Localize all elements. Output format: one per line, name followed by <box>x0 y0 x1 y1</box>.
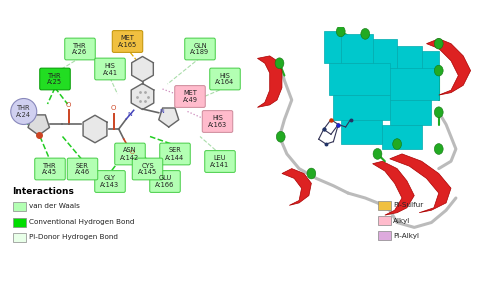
Ellipse shape <box>275 58 284 69</box>
Polygon shape <box>426 39 470 95</box>
Text: Interactions: Interactions <box>12 187 74 196</box>
FancyBboxPatch shape <box>378 216 391 225</box>
FancyBboxPatch shape <box>175 86 206 107</box>
Polygon shape <box>258 56 282 107</box>
Text: Alkyl: Alkyl <box>394 218 410 224</box>
Text: HIS
A:163: HIS A:163 <box>208 115 227 128</box>
Text: ASN
A:142: ASN A:142 <box>120 148 140 161</box>
Polygon shape <box>341 119 382 144</box>
Ellipse shape <box>336 26 345 37</box>
FancyBboxPatch shape <box>202 111 233 132</box>
Polygon shape <box>372 161 414 215</box>
Text: Pi-Donor Hydrogen Bond: Pi-Donor Hydrogen Bond <box>29 235 118 240</box>
Text: O: O <box>130 150 134 155</box>
Polygon shape <box>282 169 312 205</box>
Polygon shape <box>372 39 397 68</box>
Ellipse shape <box>307 168 316 179</box>
Polygon shape <box>390 154 451 213</box>
Polygon shape <box>132 57 154 81</box>
Text: GLY
A:143: GLY A:143 <box>100 175 119 188</box>
Text: van der Waals: van der Waals <box>29 204 80 209</box>
FancyBboxPatch shape <box>67 158 98 180</box>
Text: SER
A:144: SER A:144 <box>166 148 184 161</box>
Ellipse shape <box>434 107 443 118</box>
FancyBboxPatch shape <box>95 58 126 80</box>
Polygon shape <box>397 46 421 71</box>
Text: MET
A:165: MET A:165 <box>118 35 137 48</box>
FancyBboxPatch shape <box>132 158 163 180</box>
Ellipse shape <box>392 139 402 150</box>
FancyBboxPatch shape <box>378 231 391 240</box>
Text: THR
A:26: THR A:26 <box>72 43 88 55</box>
FancyBboxPatch shape <box>12 233 26 242</box>
FancyBboxPatch shape <box>112 31 143 52</box>
Text: GLU
A:166: GLU A:166 <box>156 175 174 188</box>
FancyBboxPatch shape <box>205 150 235 172</box>
Polygon shape <box>324 31 341 63</box>
Text: O: O <box>111 105 116 111</box>
FancyBboxPatch shape <box>40 68 70 90</box>
Text: LEU
A:141: LEU A:141 <box>210 155 230 168</box>
FancyBboxPatch shape <box>12 218 26 226</box>
Ellipse shape <box>434 38 443 49</box>
Text: SER
A:46: SER A:46 <box>75 162 90 176</box>
Text: GLN
A:189: GLN A:189 <box>190 43 210 55</box>
Text: THR
A:24: THR A:24 <box>16 105 32 118</box>
Polygon shape <box>422 51 439 75</box>
Text: THR
A:45: THR A:45 <box>42 162 58 176</box>
FancyBboxPatch shape <box>35 158 65 180</box>
Text: THR
A:25: THR A:25 <box>48 72 62 86</box>
FancyBboxPatch shape <box>150 171 180 193</box>
Polygon shape <box>159 108 178 127</box>
FancyBboxPatch shape <box>95 171 126 193</box>
Text: N: N <box>159 109 164 114</box>
FancyBboxPatch shape <box>210 68 240 90</box>
Text: N: N <box>128 112 132 117</box>
Ellipse shape <box>276 131 285 142</box>
Text: HIS
A:164: HIS A:164 <box>216 72 234 86</box>
Polygon shape <box>28 115 50 135</box>
Text: HIS
A:41: HIS A:41 <box>102 63 118 75</box>
Text: Conventional Hydrogen Bond: Conventional Hydrogen Bond <box>29 219 135 225</box>
FancyBboxPatch shape <box>160 143 190 165</box>
FancyBboxPatch shape <box>115 143 146 165</box>
Polygon shape <box>390 100 432 125</box>
Polygon shape <box>131 83 154 109</box>
Circle shape <box>11 99 37 125</box>
Text: Pi-Sulfur: Pi-Sulfur <box>394 202 424 208</box>
Ellipse shape <box>373 148 382 159</box>
FancyBboxPatch shape <box>185 38 215 60</box>
Ellipse shape <box>434 144 443 154</box>
Ellipse shape <box>434 65 443 76</box>
FancyBboxPatch shape <box>12 202 26 211</box>
FancyBboxPatch shape <box>65 38 96 60</box>
FancyBboxPatch shape <box>378 201 391 210</box>
Polygon shape <box>328 63 390 95</box>
Text: CYS
A:145: CYS A:145 <box>138 162 157 176</box>
Polygon shape <box>341 34 372 63</box>
Polygon shape <box>390 68 439 100</box>
Polygon shape <box>334 95 390 119</box>
Text: MET
A:49: MET A:49 <box>182 90 198 103</box>
Text: O: O <box>66 102 71 108</box>
Text: Pi-Alkyl: Pi-Alkyl <box>394 233 419 239</box>
Ellipse shape <box>361 29 370 39</box>
Polygon shape <box>382 125 422 149</box>
Polygon shape <box>83 115 107 143</box>
